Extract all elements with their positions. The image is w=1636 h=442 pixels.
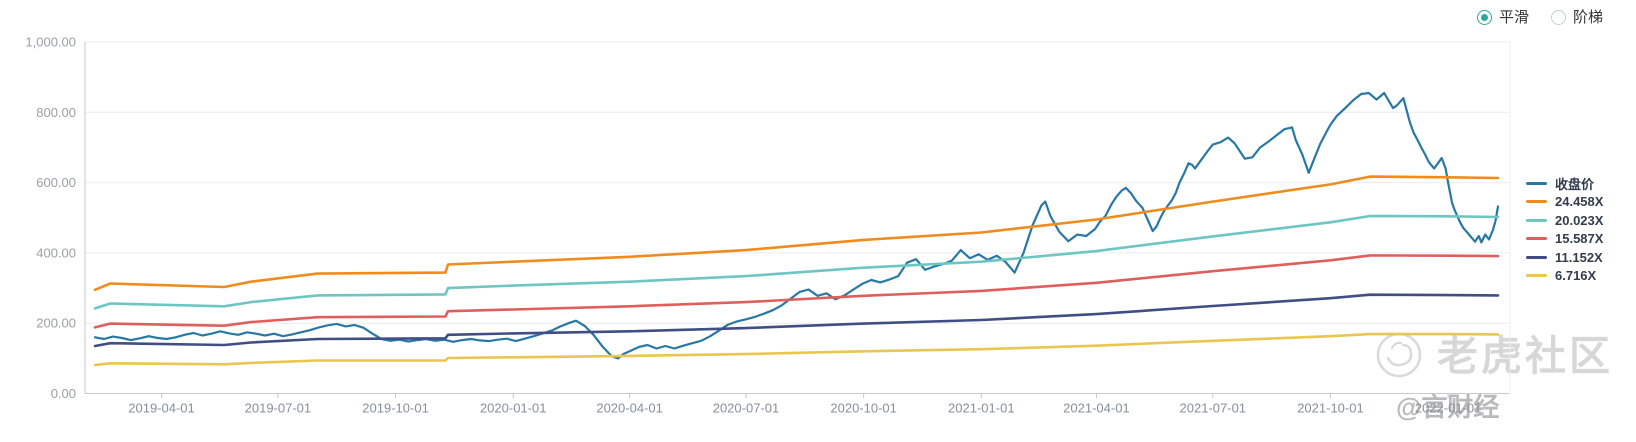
legend-label: 6.716X — [1555, 268, 1597, 284]
x-axis-label: 2021-01-01 — [948, 401, 1015, 416]
y-axis-label: 1,000.00 — [25, 35, 76, 50]
chart-legend: 收盘价 24.458X 20.023X 15.587X 11.152X 6.716X — [1526, 174, 1603, 285]
y-axis-label: 800.00 — [36, 105, 76, 120]
y-axis-label: 600.00 — [36, 175, 76, 190]
legend-item-1[interactable]: 24.458X — [1526, 193, 1603, 212]
y-axis-label: 0.00 — [51, 386, 76, 401]
x-axis-label: 2021-10-01 — [1297, 401, 1364, 416]
x-axis-label: 2019-10-01 — [362, 401, 429, 416]
x-axis-label: 2019-04-01 — [128, 401, 195, 416]
community-watermark-logo — [1376, 332, 1422, 378]
legend-label: 24.458X — [1555, 194, 1604, 210]
series-line-11.152X — [93, 293, 1500, 348]
axis-label-layer: 0.00 200.00 400.00 600.00 800.00 1,000.00 2019… — [25, 35, 1481, 416]
y-axis-label: 200.00 — [36, 316, 76, 331]
series-line-20.023X — [93, 214, 1500, 310]
legend-item-3[interactable]: 15.587X — [1526, 230, 1603, 249]
radio-label: 阶梯 — [1573, 9, 1604, 26]
x-axis-label: 2019-07-01 — [245, 401, 312, 416]
x-axis-label: 2021-07-01 — [1180, 401, 1247, 416]
x-axis-label: 2020-10-01 — [830, 401, 897, 416]
series-line-24.458X — [93, 175, 1500, 292]
legend-swatch-icon — [1526, 237, 1547, 241]
legend-label: 15.587X — [1555, 231, 1604, 247]
series-line-6.716X — [93, 332, 1500, 367]
radio-dot — [1481, 14, 1488, 21]
community-watermark-text: 老虎社区 — [1437, 333, 1613, 379]
smooth-step-toggle: 平滑 阶梯 — [1477, 10, 1603, 25]
legend-item-5[interactable]: 6.716X — [1526, 267, 1603, 286]
legend-item-0[interactable]: 收盘价 — [1526, 174, 1603, 193]
radio-selected-icon[interactable] — [1477, 10, 1492, 25]
legend-label: 20.023X — [1555, 212, 1604, 228]
legend-item-2[interactable]: 20.023X — [1526, 211, 1603, 230]
x-axis-label: 2020-04-01 — [596, 401, 663, 416]
radio-unselected-icon[interactable] — [1551, 10, 1567, 25]
legend-label: 11.152X — [1555, 249, 1603, 265]
x-axis-label: 2020-07-01 — [713, 401, 780, 416]
series-line-15.587X — [93, 254, 1500, 329]
radio-label: 平滑 — [1499, 9, 1530, 26]
legend-swatch-icon — [1526, 255, 1547, 259]
x-axis-label: 2020-01-01 — [480, 401, 547, 416]
y-axis-label: 400.00 — [36, 245, 76, 260]
grid-layer — [84, 41, 1511, 399]
legend-swatch-icon — [1526, 218, 1547, 222]
legend-swatch-icon — [1526, 181, 1547, 185]
legend-swatch-icon — [1526, 200, 1547, 204]
x-axis-label: 2022-01-01 — [1415, 401, 1482, 416]
legend-item-4[interactable]: 11.152X — [1526, 248, 1603, 267]
legend-label: 收盘价 — [1555, 176, 1595, 192]
radio-option-1[interactable]: 阶梯 — [1551, 10, 1603, 25]
radio-option-0[interactable]: 平滑 — [1477, 10, 1529, 25]
legend-swatch-icon — [1526, 274, 1547, 278]
x-axis-label: 2021-04-01 — [1063, 401, 1130, 416]
series-layer — [93, 91, 1500, 367]
